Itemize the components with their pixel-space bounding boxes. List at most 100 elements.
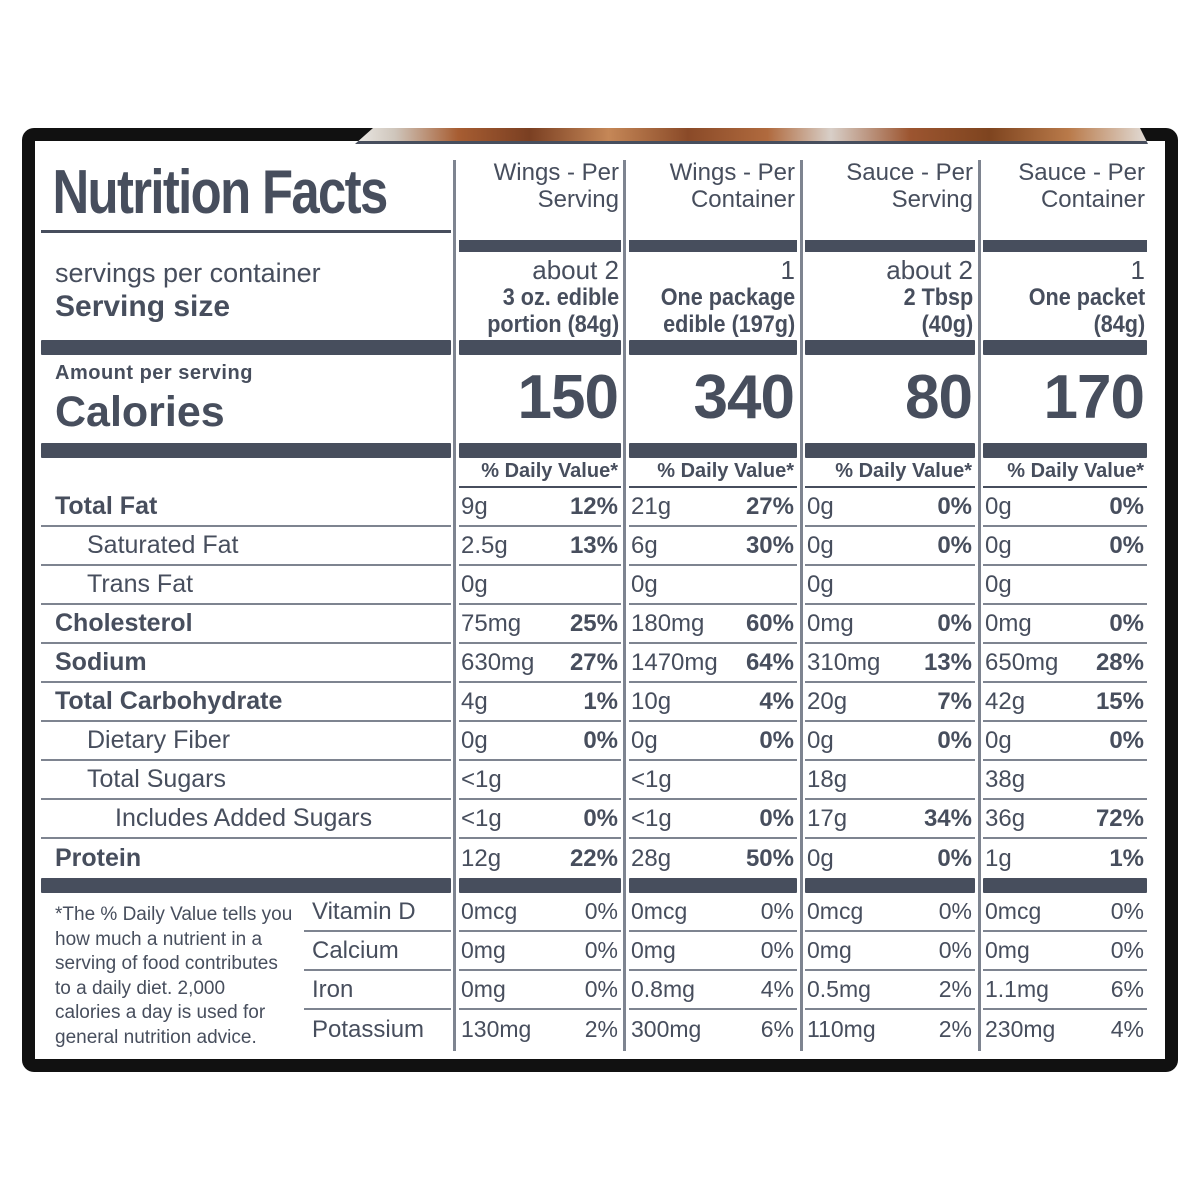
nutrient-cell: 0g 0% xyxy=(805,722,975,761)
amount: 0mcg xyxy=(985,898,1042,924)
amount: 28g xyxy=(631,844,672,872)
nutrient-cell: 42g 15% xyxy=(983,683,1147,722)
amount: 0mg xyxy=(985,937,1030,963)
bar xyxy=(41,443,451,458)
amount: <1g xyxy=(461,765,502,793)
daily-value: 60% xyxy=(745,609,794,637)
daily-value: 0% xyxy=(937,492,972,520)
servings-count: about 2 xyxy=(532,255,619,285)
serving-info: about 2 3 oz. edible portion (84g) xyxy=(459,252,621,340)
amount: 0g xyxy=(985,726,1012,754)
title-cell: Nutrition Facts xyxy=(41,157,451,252)
amount: 0g xyxy=(985,570,1012,598)
daily-value: 0% xyxy=(759,804,794,832)
nutrient-cell: 0g xyxy=(983,566,1147,605)
daily-value: 22% xyxy=(569,844,618,872)
bar xyxy=(983,878,1147,893)
bar xyxy=(629,340,797,355)
vitamin-cell: 0mg 0% xyxy=(805,932,975,971)
daily-value: 6% xyxy=(1110,976,1144,1002)
daily-value: 0% xyxy=(938,898,972,924)
calories-labels: Amount per serving Calories xyxy=(41,355,451,443)
daily-value: 0% xyxy=(760,898,794,924)
amount: 0mg xyxy=(461,976,506,1002)
page-title: Nutrition Facts xyxy=(52,158,388,227)
vitamin-cell: 0mg 0% xyxy=(629,932,797,971)
nutrient-label: Protein xyxy=(55,844,142,872)
vitamin-cell: 0mcg 0% xyxy=(459,893,621,932)
nutrient-cell: 650mg 28% xyxy=(983,644,1147,683)
amount: 36g xyxy=(985,804,1026,832)
amount: 0g xyxy=(631,570,658,598)
nutrient-cell: 38g xyxy=(983,761,1147,800)
daily-value-header: % Daily Value* xyxy=(459,458,621,488)
daily-value: 64% xyxy=(745,648,794,676)
amount: 0mcg xyxy=(631,898,688,924)
vitamin-left: Potassium xyxy=(41,1010,451,1049)
daily-value: 1% xyxy=(583,687,618,715)
amount: 18g xyxy=(807,765,848,793)
amount: 0mg xyxy=(461,937,506,963)
daily-value-footnote: *The % Daily Value tells you how much a … xyxy=(55,904,293,1048)
amount: 650mg xyxy=(985,648,1059,676)
servings-count: 1 xyxy=(1130,255,1145,285)
nutrient-label: Trans Fat xyxy=(41,566,451,605)
bar xyxy=(41,878,451,893)
nutrient-row-total-sugars: Total Sugars <1g <1g 18g 38g xyxy=(41,761,1147,800)
nutrient-cell: 28g 50% xyxy=(629,839,797,878)
serving-labels: servings per container Serving size xyxy=(41,252,451,340)
nutrient-cell: 10g 4% xyxy=(629,683,797,722)
daily-value: 0% xyxy=(584,976,618,1002)
amount: 0mg xyxy=(807,609,854,637)
column-divider xyxy=(623,160,626,1051)
serving-size-value: 3 oz. edible portion (84g) xyxy=(487,284,620,338)
serving-size-label: Serving size xyxy=(55,290,231,323)
daily-value: 13% xyxy=(923,648,972,676)
daily-value: 27% xyxy=(745,492,794,520)
nutrient-cell: 0g xyxy=(629,566,797,605)
amount: 1g xyxy=(985,844,1012,872)
nutrient-cell: 75mg 25% xyxy=(459,605,621,644)
amount: 9g xyxy=(461,492,488,520)
vitamin-cell: 0.8mg 4% xyxy=(629,971,797,1010)
amount: <1g xyxy=(631,765,672,793)
amount: 1.1mg xyxy=(985,976,1049,1002)
amount: 17g xyxy=(807,804,848,832)
serving-size-value: One packet (84g) xyxy=(1028,284,1146,338)
bar xyxy=(41,340,451,355)
vitamin-cell: 0mg 0% xyxy=(459,971,621,1010)
daily-value: 0% xyxy=(1109,531,1144,559)
amount-per-serving-label: Amount per serving xyxy=(55,362,253,384)
vitamin-label: Calcium xyxy=(304,932,451,971)
servings-count: 1 xyxy=(780,255,795,285)
nutrient-cell: 0g 0% xyxy=(805,839,975,878)
daily-value: 28% xyxy=(1095,648,1144,676)
bar xyxy=(459,443,621,458)
amount: 75mg xyxy=(461,609,522,637)
daily-value: 0% xyxy=(583,726,618,754)
amount: 38g xyxy=(985,765,1026,793)
amount: 6g xyxy=(631,531,658,559)
nutrient-row-total-fat: Total Fat 9g 12% 21g 27% 0g 0% 0g 0% xyxy=(41,488,1147,527)
daily-value-header: % Daily Value* xyxy=(629,458,797,488)
nutrient-row-added-sugars: Includes Added Sugars <1g 0% <1g 0% 17g 34%… xyxy=(41,800,1147,839)
daily-value: 2% xyxy=(584,1016,618,1042)
column-header-wings-container: Wings - Per Container xyxy=(629,157,797,252)
vitamin-cell: 0mcg 0% xyxy=(805,893,975,932)
nutrient-cell: <1g xyxy=(459,761,621,800)
vitamin-cell: 0.5mg 2% xyxy=(805,971,975,1010)
amount: 12g xyxy=(461,844,502,872)
nutrient-cell: 9g 12% xyxy=(459,488,621,527)
column-header-label: Wings - Per Container xyxy=(669,159,795,213)
column-header-label: Wings - Per Serving xyxy=(493,159,619,213)
bar xyxy=(629,878,797,893)
nutrient-cell: 21g 27% xyxy=(629,488,797,527)
amount: 0.5mg xyxy=(807,976,871,1002)
daily-value-header-row: % Daily Value* % Daily Value* % Daily Va… xyxy=(41,458,1147,488)
nutrient-cell: 4g 1% xyxy=(459,683,621,722)
nutrient-cell: 0g xyxy=(805,566,975,605)
serving-size-value: One package edible (197g) xyxy=(660,284,796,338)
nutrient-cell: 0g 0% xyxy=(983,527,1147,566)
daily-value: 50% xyxy=(745,844,794,872)
amount: 0g xyxy=(985,531,1012,559)
